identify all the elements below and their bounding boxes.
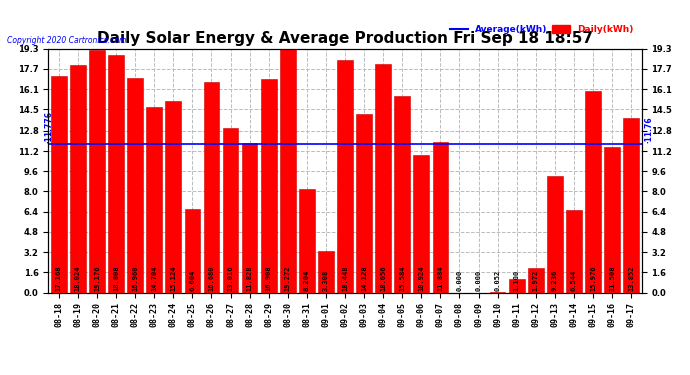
Bar [337,60,353,292]
Text: 1.100: 1.100 [514,270,520,291]
Bar [184,209,200,292]
Bar [299,189,315,292]
Bar [528,268,544,292]
Bar [566,210,582,292]
Text: 11.828: 11.828 [246,266,253,291]
Text: 0.000: 0.000 [457,270,462,291]
Text: 10.924: 10.924 [418,266,424,291]
Text: 18.448: 18.448 [342,266,348,291]
Text: 8.204: 8.204 [304,270,310,291]
Text: 14.128: 14.128 [361,266,367,291]
Bar [413,154,429,292]
Bar [375,64,391,292]
Bar [433,142,448,292]
Text: 19.272: 19.272 [285,266,290,291]
Bar [51,76,67,292]
Bar [395,96,410,292]
Bar [318,251,334,292]
Text: ‧11.76: ‧11.76 [644,116,653,142]
Bar [509,279,524,292]
Text: 16.960: 16.960 [132,266,138,291]
Text: 6.544: 6.544 [571,270,577,291]
Text: Copyright 2020 Cartronics.com: Copyright 2020 Cartronics.com [7,36,126,45]
Text: 18.024: 18.024 [75,266,81,291]
Text: 13.852: 13.852 [628,266,634,291]
Text: 9.236: 9.236 [552,270,558,291]
Text: 15.976: 15.976 [590,266,596,291]
Text: ‧11.776: ‧11.776 [45,111,54,142]
Bar [280,49,295,292]
Bar [585,91,601,292]
Bar [108,55,124,292]
Text: 19.176: 19.176 [94,266,100,291]
Bar [547,176,563,292]
Bar [166,102,181,292]
Bar [261,79,277,292]
Title: Daily Solar Energy & Average Production Fri Sep 18 18:57: Daily Solar Energy & Average Production … [97,31,593,46]
Bar [70,65,86,292]
Text: 17.168: 17.168 [56,266,62,291]
Text: 11.508: 11.508 [609,266,615,291]
Bar [623,117,639,292]
Text: 16.908: 16.908 [266,266,272,291]
Text: 13.016: 13.016 [228,266,233,291]
Text: 15.584: 15.584 [400,266,405,291]
Bar [356,114,372,292]
Bar [223,128,238,292]
Bar [204,82,219,292]
Text: 16.680: 16.680 [208,266,215,291]
Text: 14.704: 14.704 [151,266,157,291]
Bar [604,147,620,292]
Text: 11.884: 11.884 [437,266,444,291]
Text: 0.000: 0.000 [475,270,482,291]
Text: 15.124: 15.124 [170,266,176,291]
Bar [127,78,143,292]
Text: 0.052: 0.052 [495,270,501,291]
Text: 1.972: 1.972 [533,270,539,291]
Bar [241,143,257,292]
Legend: Average(kWh), Daily(kWh): Average(kWh), Daily(kWh) [446,22,637,38]
Bar [89,50,105,292]
Text: 18.808: 18.808 [113,266,119,291]
Text: 6.604: 6.604 [189,270,195,291]
Text: 3.308: 3.308 [323,270,329,291]
Text: 18.056: 18.056 [380,266,386,291]
Bar [146,107,162,292]
